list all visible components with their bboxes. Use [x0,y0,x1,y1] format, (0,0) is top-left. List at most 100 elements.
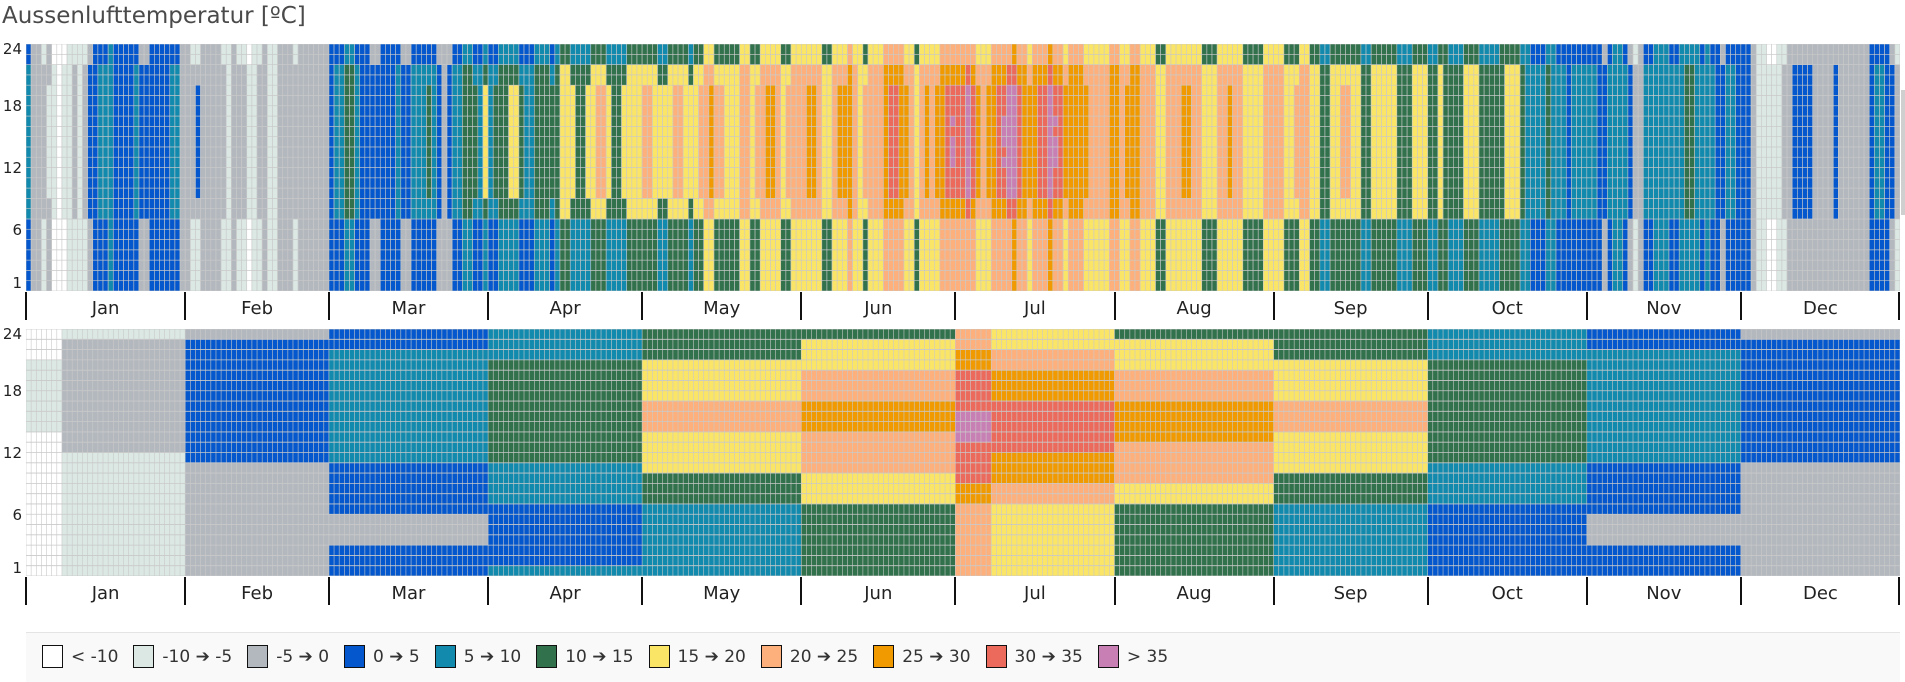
heatmap-cell [35,64,42,76]
heatmap-cell [888,249,894,261]
heatmap-cell [749,270,756,282]
heatmap-cell [30,198,37,209]
heatmap-cell [251,249,258,261]
heatmap-cell [251,105,258,117]
heatmap-cell [919,53,925,65]
heatmap-cell [852,115,859,127]
heatmap-cell [605,84,612,96]
heatmap-cell [924,208,930,220]
heatmap-cell [528,146,535,158]
heatmap-cell [939,167,946,179]
heatmap-cell [328,167,335,179]
heatmap-cell [318,84,325,96]
heatmap-cell [682,167,689,179]
heatmap-cell [421,187,427,199]
heatmap-cell [487,115,494,127]
heatmap-cell [811,198,817,209]
heatmap-cell [1083,198,1090,209]
heatmap-cell [297,53,304,65]
heatmap-cell [241,239,248,251]
heatmap-cell [395,177,402,189]
heatmap-cell [112,136,119,148]
heatmap-cell [498,136,504,148]
heatmap-cell [385,270,391,282]
heatmap-cell [66,156,73,168]
heatmap-cell [236,177,242,189]
heatmap-cell [354,115,361,127]
heatmap-cell [939,280,946,291]
heatmap-cell [759,177,766,189]
heatmap-cell [200,249,206,261]
heatmap-cell [333,44,340,55]
heatmap-cell [97,198,104,209]
heatmap-cell [482,259,489,271]
heatmap-cell [569,136,576,148]
heatmap-cell [1006,239,1013,251]
heatmap-cell [446,95,453,107]
heatmap-cell [919,74,925,86]
heatmap-cell [893,105,900,117]
heatmap-cell [118,218,124,230]
heatmap-cell [513,187,520,199]
heatmap-cell [344,249,350,261]
heatmap-cell [410,44,417,55]
heatmap-cell [184,64,191,76]
heatmap-cell [626,228,633,240]
heatmap-cell [667,167,674,179]
heatmap-cell [487,53,494,65]
heatmap-cell [102,44,109,55]
heatmap-cell [472,280,479,291]
heatmap-cell [713,177,720,189]
heatmap-cell [759,95,766,107]
heatmap-cell [775,44,782,55]
heatmap-cell [960,187,966,199]
heatmap-cell [539,84,545,96]
heatmap-cell [292,115,299,127]
heatmap-cell [503,74,509,86]
heatmap-cell [46,105,52,117]
heatmap-cell [472,74,479,86]
heatmap-cell [102,228,109,240]
heatmap-cell [251,44,258,55]
heatmap-cell [174,198,181,209]
heatmap-cell [292,198,299,209]
heatmap-cell [1026,126,1033,137]
heatmap-cell [605,259,612,271]
heatmap-cell [667,95,674,107]
heatmap-cell [215,198,222,209]
heatmap-cell [200,187,206,199]
heatmap-cell [883,44,889,55]
heatmap-cell [985,228,992,240]
heatmap-cell [688,218,694,230]
heatmap-cell [723,84,730,96]
heatmap-cell [893,44,900,55]
heatmap-cell [785,53,792,65]
heatmap-cell [35,208,42,220]
heatmap-cell [143,44,150,55]
heatmap-cell [462,208,468,220]
heatmap-cell [734,64,740,76]
heatmap-cell [913,44,920,55]
heatmap-cell [1067,167,1074,179]
heatmap-cell [867,208,874,220]
heatmap-cell [426,115,432,127]
heatmap-cell [888,126,894,137]
heatmap-cell [66,44,73,55]
heatmap-cell [826,64,833,76]
heatmap-cell [657,84,663,96]
heatmap-cell [749,105,756,117]
heatmap-cell [272,187,278,199]
heatmap-cell [847,167,853,179]
heatmap-cell [754,249,761,261]
heatmap-cell [128,146,135,158]
heatmap-cell [734,177,740,189]
heatmap-cell [30,115,37,127]
heatmap-cell [143,156,150,168]
heatmap-cell [734,136,740,148]
heatmap-cell [1078,126,1084,137]
heatmap-cell [893,249,900,261]
heatmap-cell [770,84,776,96]
heatmap-cell [184,167,191,179]
heatmap-cell [703,53,710,65]
heatmap-cell [657,115,663,127]
